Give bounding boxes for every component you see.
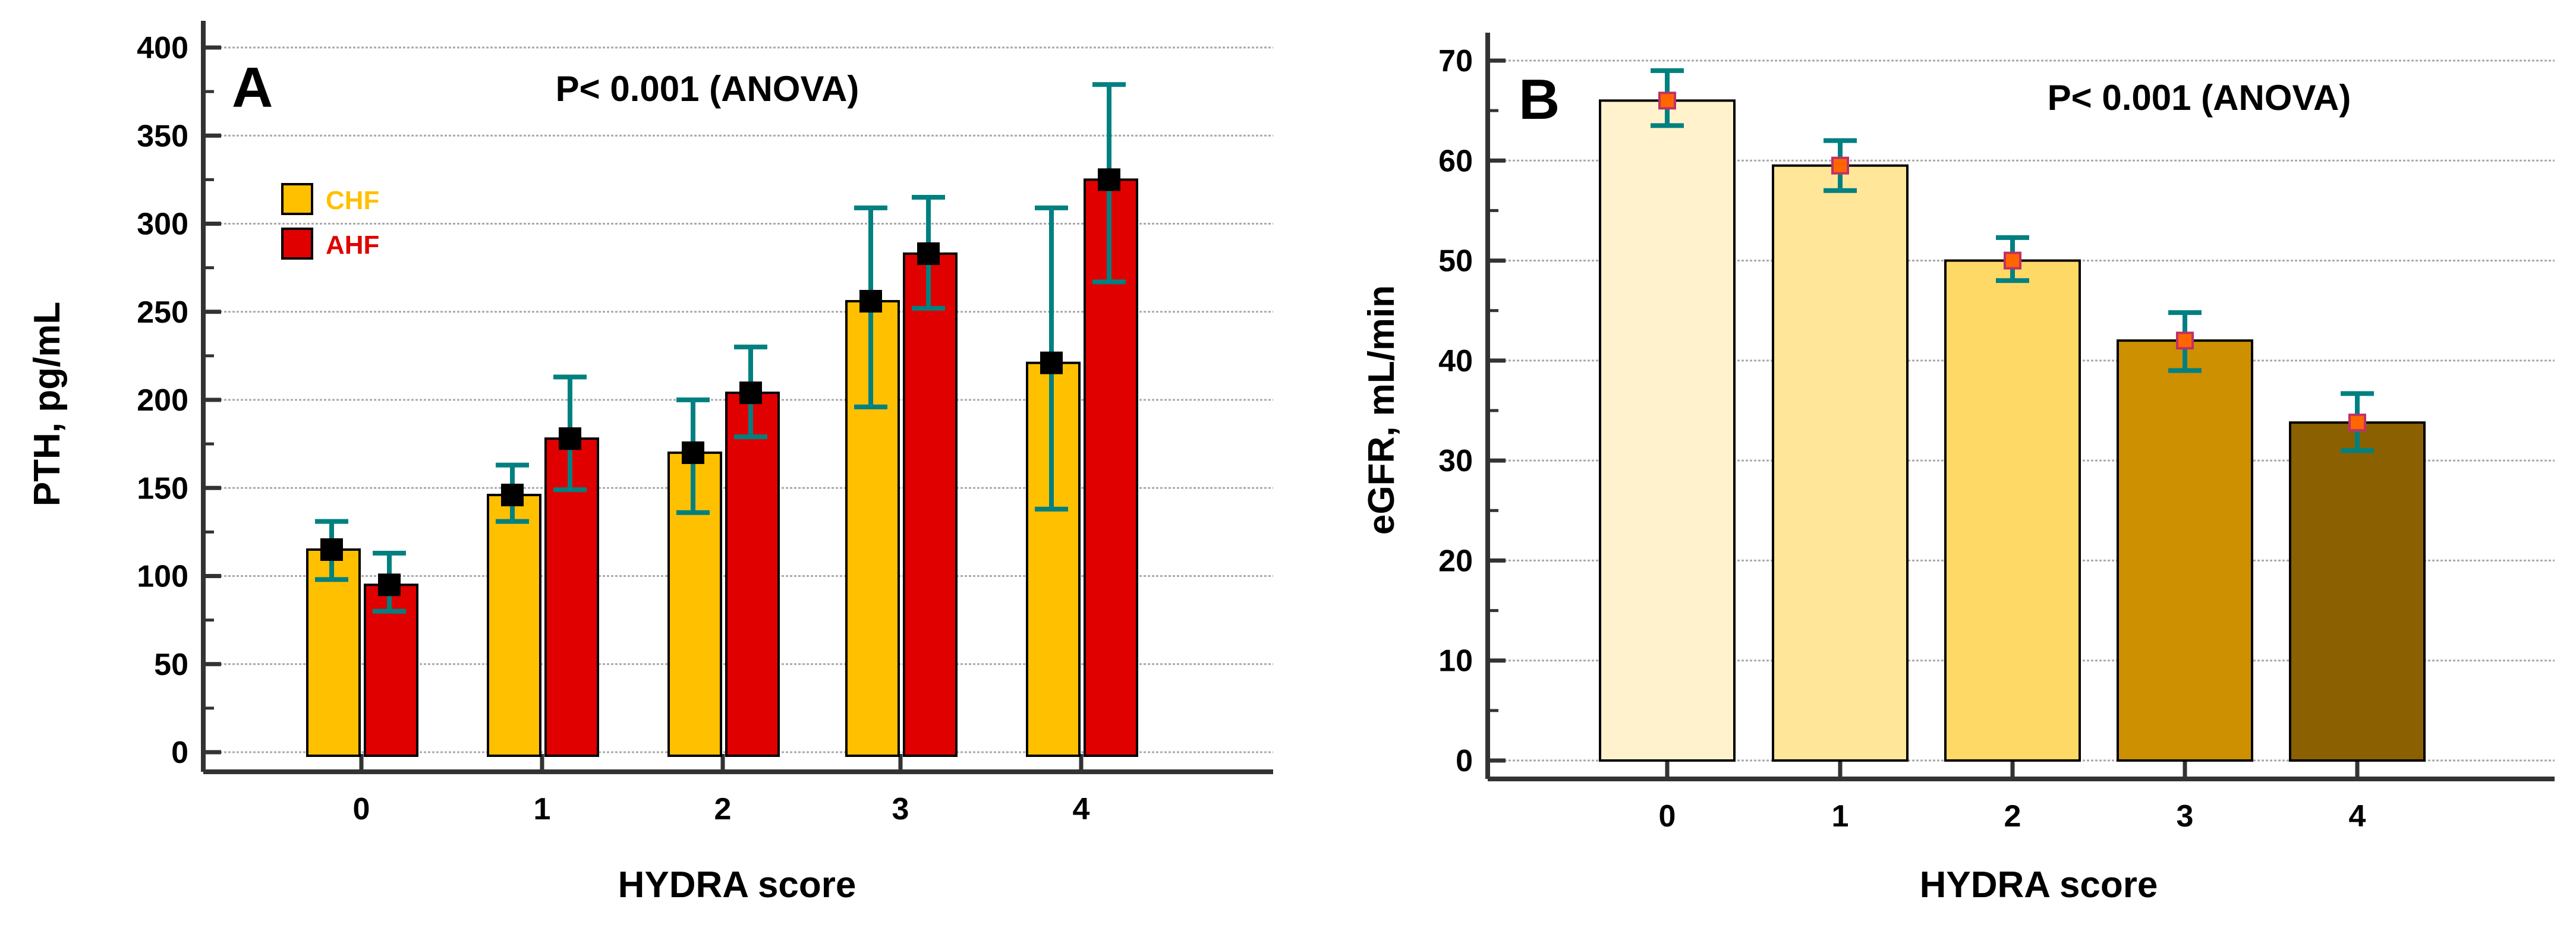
panel-a: A P< 0.001 (ANOVA) HYDRA score PTH, pg/m…	[27, 21, 1273, 905]
y-tick-label: 70	[1438, 44, 1473, 78]
y-tick-label: 0	[171, 736, 188, 770]
x-tick-label: 3	[892, 792, 909, 826]
panel-b-annotation: P< 0.001 (ANOVA)	[2048, 78, 2351, 118]
legend-swatch-ahf	[281, 228, 313, 260]
y-tick-label: 150	[137, 471, 188, 506]
mean-marker	[378, 573, 401, 597]
x-tick-label: 4	[1073, 792, 1090, 826]
mean-marker	[1831, 156, 1849, 175]
bar-chf	[487, 494, 541, 757]
mean-marker	[1040, 351, 1063, 374]
y-tick-label: 50	[154, 648, 188, 682]
y-tick-label: 30	[1438, 444, 1473, 478]
y-tick-label: 100	[137, 560, 188, 594]
mean-marker	[2348, 414, 2366, 432]
legend-label-chf: CHF	[326, 186, 379, 215]
x-tick-label: 0	[353, 792, 370, 826]
mean-marker	[559, 427, 581, 450]
mean-marker	[682, 441, 704, 464]
panel-b-label: B	[1519, 68, 1560, 131]
panel-b-xlabel: HYDRA score	[1920, 864, 2158, 905]
legend-label-ahf: AHF	[326, 231, 379, 260]
bar-ahf	[725, 392, 780, 757]
bar	[1944, 259, 2081, 762]
bar	[1772, 164, 1909, 762]
mean-marker	[320, 538, 343, 561]
bar-ahf	[903, 252, 958, 757]
y-tick-label: 60	[1438, 144, 1473, 178]
panel-a-annotation: P< 0.001 (ANOVA)	[556, 69, 859, 109]
y-tick-label: 20	[1438, 544, 1473, 578]
mean-marker	[2176, 332, 2194, 350]
mean-marker	[859, 289, 882, 313]
mean-marker	[2004, 251, 2021, 270]
x-tick-label: 2	[714, 792, 732, 826]
panel-a-label: A	[232, 56, 273, 119]
y-tick-label: 250	[137, 295, 188, 330]
x-tick-label: 4	[2349, 799, 2366, 834]
x-tick-label: 2	[2004, 799, 2021, 834]
panel-a-ylabel: PTH, pg/mL	[27, 302, 68, 506]
mean-marker	[917, 242, 940, 265]
x-tick-label: 1	[534, 792, 551, 826]
y-tick-label: 200	[137, 383, 188, 418]
bar	[1599, 99, 1736, 762]
panel-a-xlabel: HYDRA score	[618, 864, 856, 905]
y-tick-label: 50	[1438, 244, 1473, 279]
y-tick-label: 0	[1456, 744, 1473, 778]
mean-marker	[1098, 168, 1120, 191]
y-tick-label: 400	[137, 31, 188, 65]
legend-swatch-chf	[281, 183, 313, 215]
mean-marker	[739, 381, 762, 405]
panel-b-ylabel: eGFR, mL/min	[1361, 285, 1402, 535]
mean-marker	[1658, 91, 1676, 110]
x-tick-label: 1	[1832, 799, 1849, 834]
y-tick-label: 40	[1438, 344, 1473, 378]
y-tick-label: 350	[137, 119, 188, 153]
y-tick-label: 300	[137, 207, 188, 242]
bar	[2289, 421, 2426, 762]
x-tick-label: 3	[2177, 799, 2194, 834]
bar	[2117, 339, 2253, 762]
panel-b: HYDRA score eGFR, mL/min 010203040506070…	[1361, 33, 2555, 905]
mean-marker	[501, 484, 524, 507]
y-tick-label: 10	[1438, 644, 1473, 679]
bar-chf	[306, 548, 361, 758]
x-tick-label: 0	[1659, 799, 1676, 834]
